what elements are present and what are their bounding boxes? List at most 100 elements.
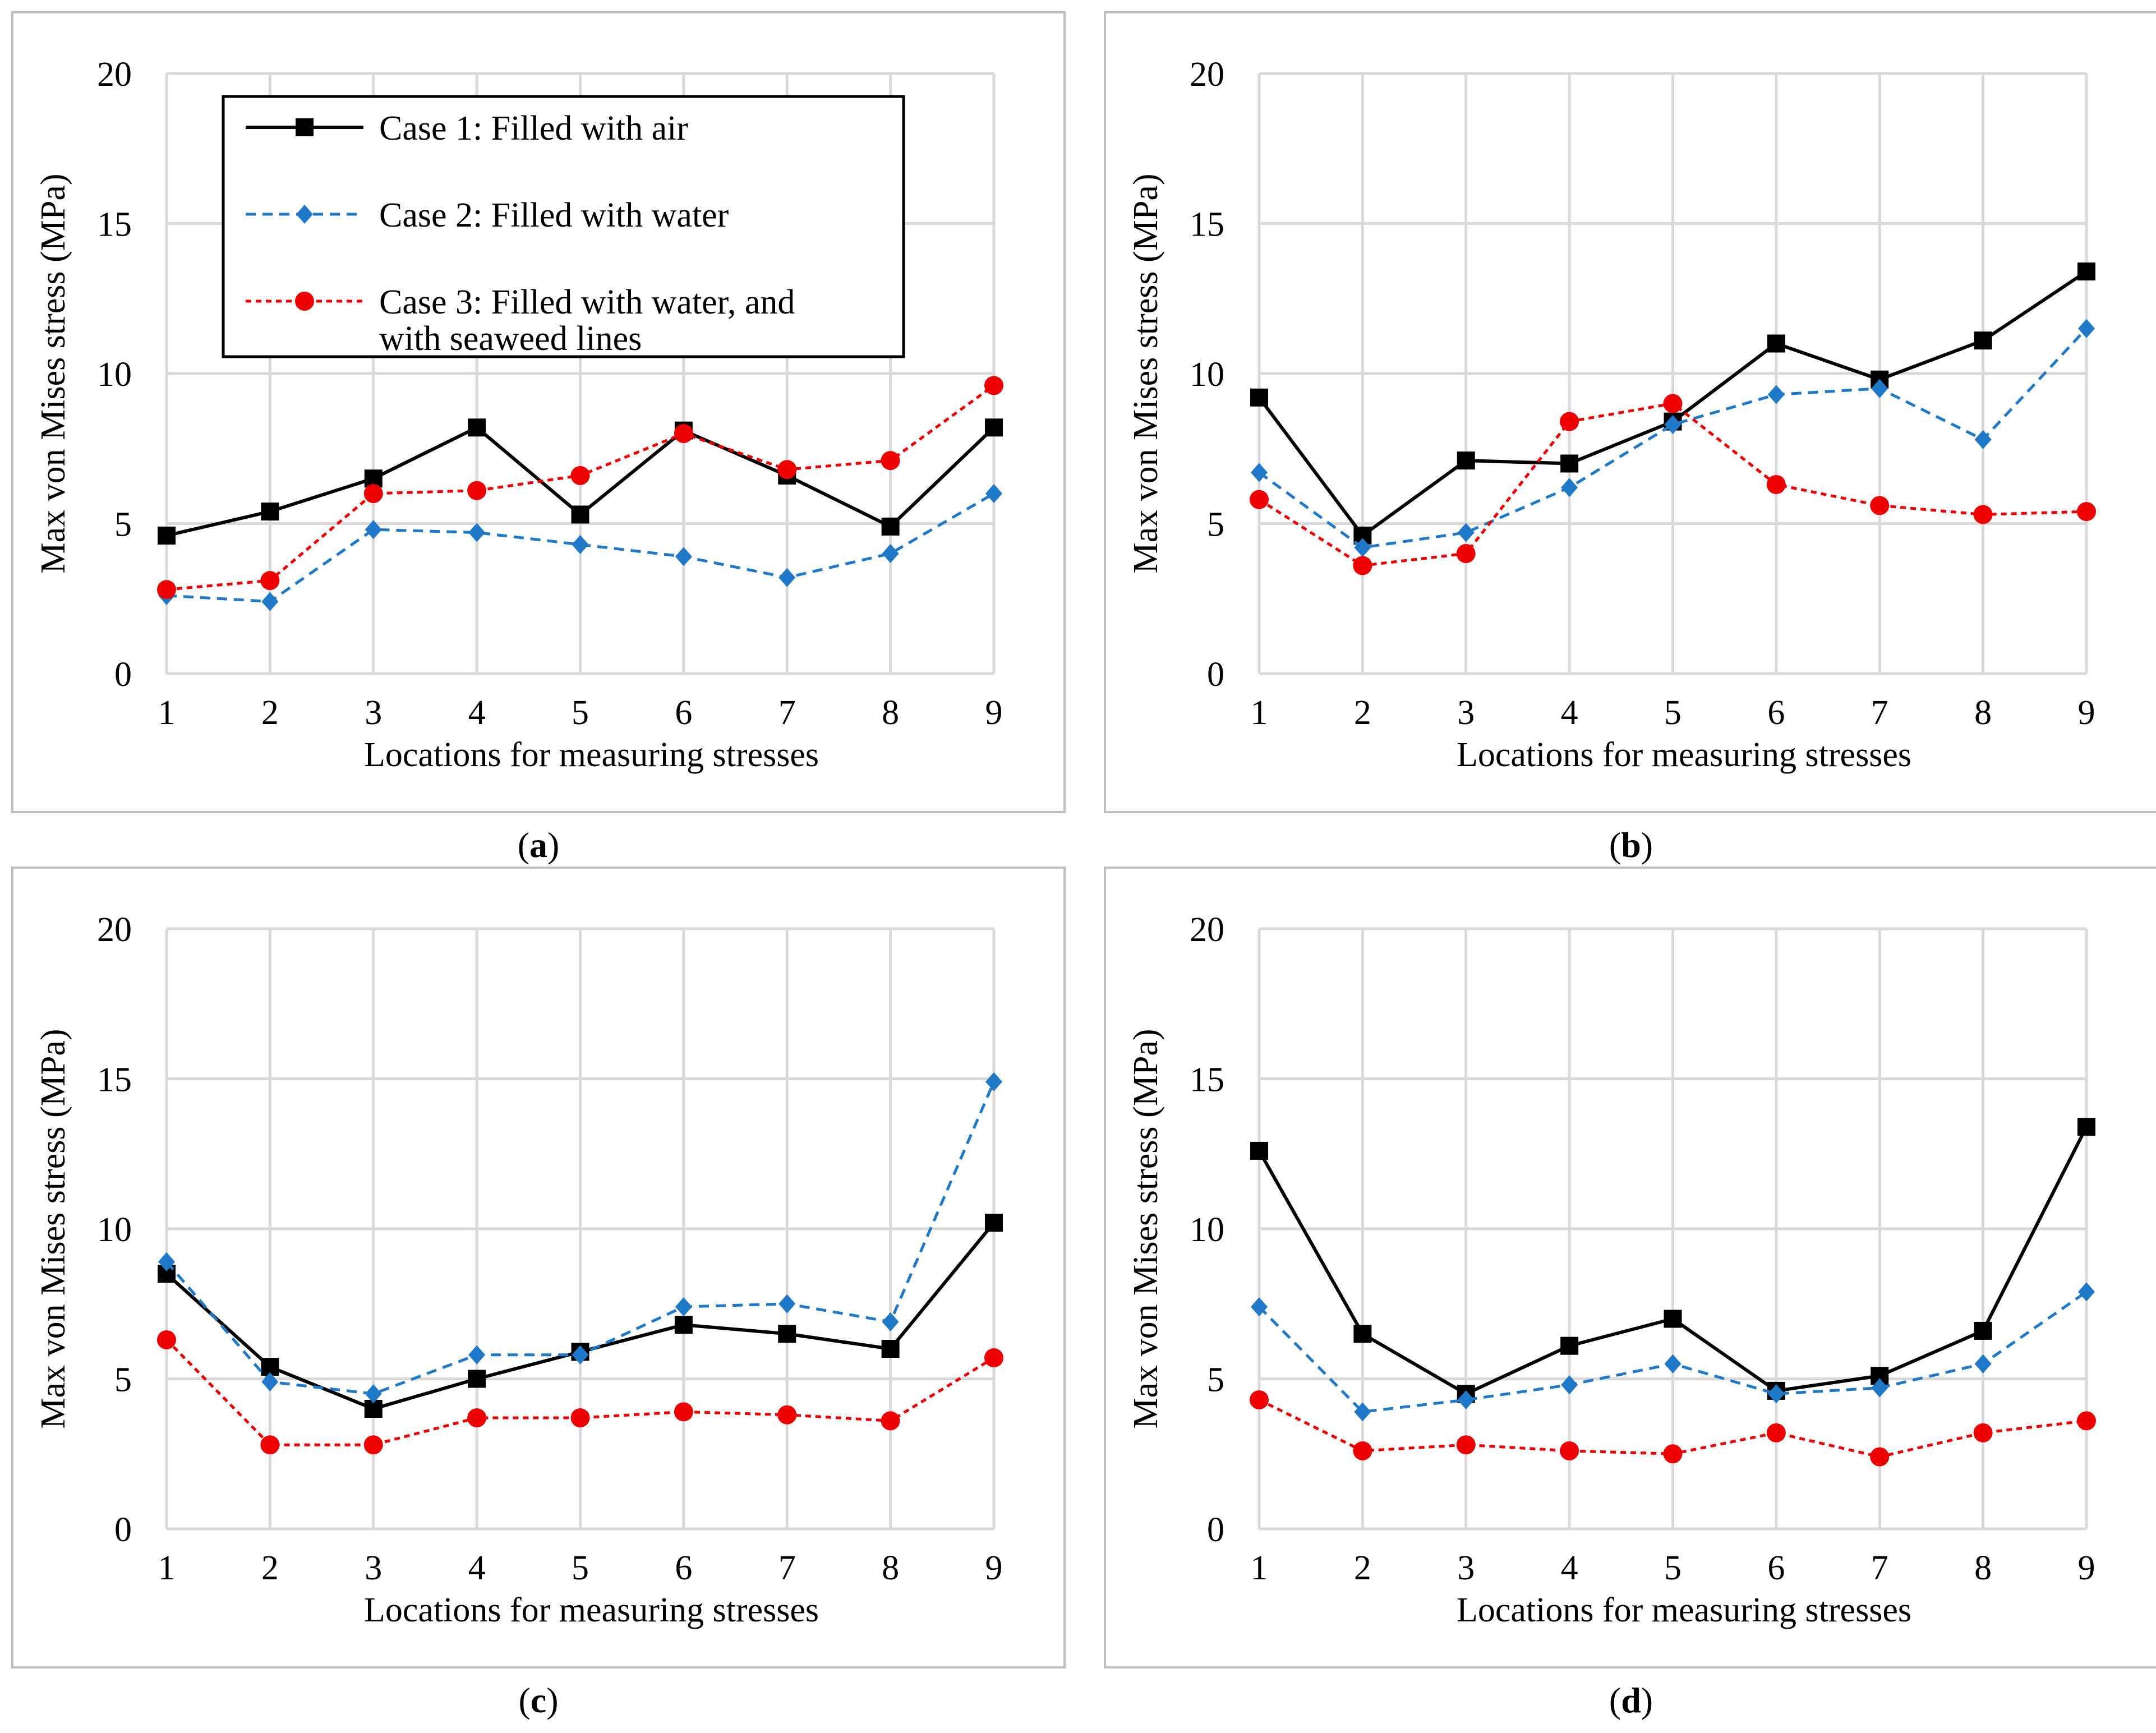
x-axis-label: Locations for measuring stresses — [1457, 736, 1911, 774]
y-tick-label: 20 — [1190, 56, 1224, 94]
data-point-case3 — [1560, 1441, 1579, 1460]
series-case2 — [158, 1072, 1002, 1404]
data-point-case1 — [1974, 331, 1992, 350]
y-tick-label: 0 — [114, 656, 132, 694]
data-point-case2 — [1561, 1375, 1578, 1395]
data-point-case1 — [261, 503, 279, 521]
series-case3 — [1250, 1390, 2096, 1467]
y-tick-label: 10 — [1190, 1211, 1224, 1249]
chart-a-svg: 0 5 10 15 20 1 2 3 4 5 6 7 8 9 Locations for measuring… — [11, 11, 1066, 813]
x-tick-label: 8 — [1974, 1549, 1992, 1587]
data-point-case3 — [1663, 1444, 1683, 1464]
y-tick-label: 5 — [114, 1361, 132, 1399]
data-point-case2 — [365, 1384, 382, 1404]
y-tick-label: 20 — [97, 911, 132, 949]
x-tick-label: 6 — [1767, 1549, 1785, 1587]
y-tick-label: 0 — [1207, 1511, 1224, 1549]
x-tick-label: 2 — [261, 1549, 279, 1587]
data-point-case2 — [365, 520, 382, 540]
data-point-case3 — [674, 424, 693, 443]
data-point-case1 — [158, 526, 176, 545]
legend-box — [222, 95, 905, 358]
y-axis-label: Max von Mises stress (MPa) — [34, 1029, 72, 1429]
legend-marker-case2 — [296, 205, 313, 224]
data-point-case1 — [985, 1214, 1003, 1232]
data-point-case3 — [777, 1405, 797, 1425]
x-tick-label: 4 — [1561, 694, 1578, 732]
data-point-case3 — [1973, 505, 1993, 524]
data-point-case3 — [1663, 394, 1683, 413]
caption-c: (c) — [518, 1680, 559, 1720]
data-point-case3 — [777, 460, 797, 480]
x-tick-label: 7 — [1871, 1549, 1888, 1587]
legend-label-case2: Case 2: Filled with water — [379, 196, 729, 234]
data-point-case2 — [985, 484, 1002, 503]
chart-frame — [1104, 867, 2156, 1669]
chart-panel-a: 0 5 10 15 20 1 2 3 4 5 6 7 8 9 Locations for measuring… — [11, 11, 1066, 869]
data-point-case2 — [2078, 319, 2095, 338]
x-tick-label: 8 — [882, 1549, 899, 1587]
x-tick-label: 6 — [675, 694, 692, 732]
data-point-case2 — [572, 1345, 589, 1365]
data-point-case2 — [1974, 430, 1992, 449]
chart-b-svg: 0 5 10 15 20 1 2 3 4 5 6 7 8 9 Locations for measuring… — [1104, 11, 2156, 813]
data-point-case2 — [1871, 379, 1888, 398]
y-axis-label: Max von Mises stress (MPa) — [34, 174, 72, 574]
data-point-case1 — [881, 1340, 900, 1358]
data-point-case2 — [1664, 414, 1682, 434]
x-tick-label: 4 — [468, 1549, 486, 1587]
y-axis-label: Max von Mises stress (MPa) — [1127, 1029, 1165, 1429]
x-tick-label: 7 — [778, 1549, 796, 1587]
data-point-case1 — [1250, 388, 1268, 407]
y-tick-label: 15 — [1190, 1061, 1224, 1099]
data-point-case2 — [1251, 463, 1268, 482]
data-point-case1 — [1353, 1325, 1372, 1343]
x-tick-label: 3 — [1457, 694, 1475, 732]
caption-d: (d) — [1609, 1680, 1653, 1720]
data-point-case2 — [261, 592, 279, 611]
data-point-case2 — [1871, 1378, 1888, 1398]
data-point-case3 — [157, 1330, 176, 1349]
caption-b: (b) — [1609, 825, 1653, 865]
data-point-case2 — [675, 547, 692, 566]
x-tick-label: 7 — [778, 694, 796, 732]
x-tick-label: 1 — [158, 694, 176, 732]
data-point-case3 — [1250, 1390, 1269, 1409]
y-tick-label: 10 — [1190, 356, 1224, 394]
x-tick-label: 8 — [882, 694, 899, 732]
x-tick-label: 9 — [985, 694, 1003, 732]
data-point-case3 — [1870, 496, 1890, 515]
data-point-case3 — [984, 376, 1003, 395]
x-tick-label: 2 — [1354, 694, 1371, 732]
x-tick-label: 5 — [1664, 694, 1682, 732]
data-point-case2 — [261, 1372, 279, 1391]
y-tick-label: 15 — [1190, 206, 1224, 244]
data-point-case3 — [881, 1411, 900, 1431]
legend-label-case3-line2: with seaweed lines — [379, 320, 642, 358]
data-point-case3 — [157, 580, 176, 600]
data-point-case2 — [1974, 1354, 1992, 1374]
data-point-case3 — [1353, 1441, 1372, 1460]
x-tick-label: 3 — [365, 1549, 382, 1587]
data-point-case1 — [778, 1325, 796, 1343]
x-tick-label: 4 — [1561, 1549, 1578, 1587]
x-tick-label: 6 — [675, 1549, 692, 1587]
data-point-case2 — [778, 1294, 796, 1313]
x-tick-label: 8 — [1974, 694, 1992, 732]
data-point-case1 — [468, 1370, 486, 1388]
x-axis-label: Locations for measuring stresses — [1457, 1591, 1911, 1629]
data-point-case3 — [881, 451, 900, 471]
legend-marker-case3 — [295, 292, 314, 311]
legend-marker-case1 — [296, 118, 314, 136]
y-tick-label: 5 — [114, 506, 132, 544]
data-point-case2 — [882, 1312, 899, 1331]
data-point-case2 — [1767, 1384, 1785, 1404]
y-tick-label: 5 — [1207, 506, 1224, 544]
data-point-case2 — [1767, 385, 1785, 404]
series-case3 — [1250, 394, 2096, 575]
x-tick-label: 9 — [2078, 694, 2095, 732]
data-point-case3 — [2077, 1411, 2096, 1431]
data-point-case2 — [2078, 1282, 2095, 1302]
legend: Case 1: Filled with air Case 2: Filled wi… — [222, 95, 905, 358]
data-point-case3 — [2077, 502, 2096, 522]
